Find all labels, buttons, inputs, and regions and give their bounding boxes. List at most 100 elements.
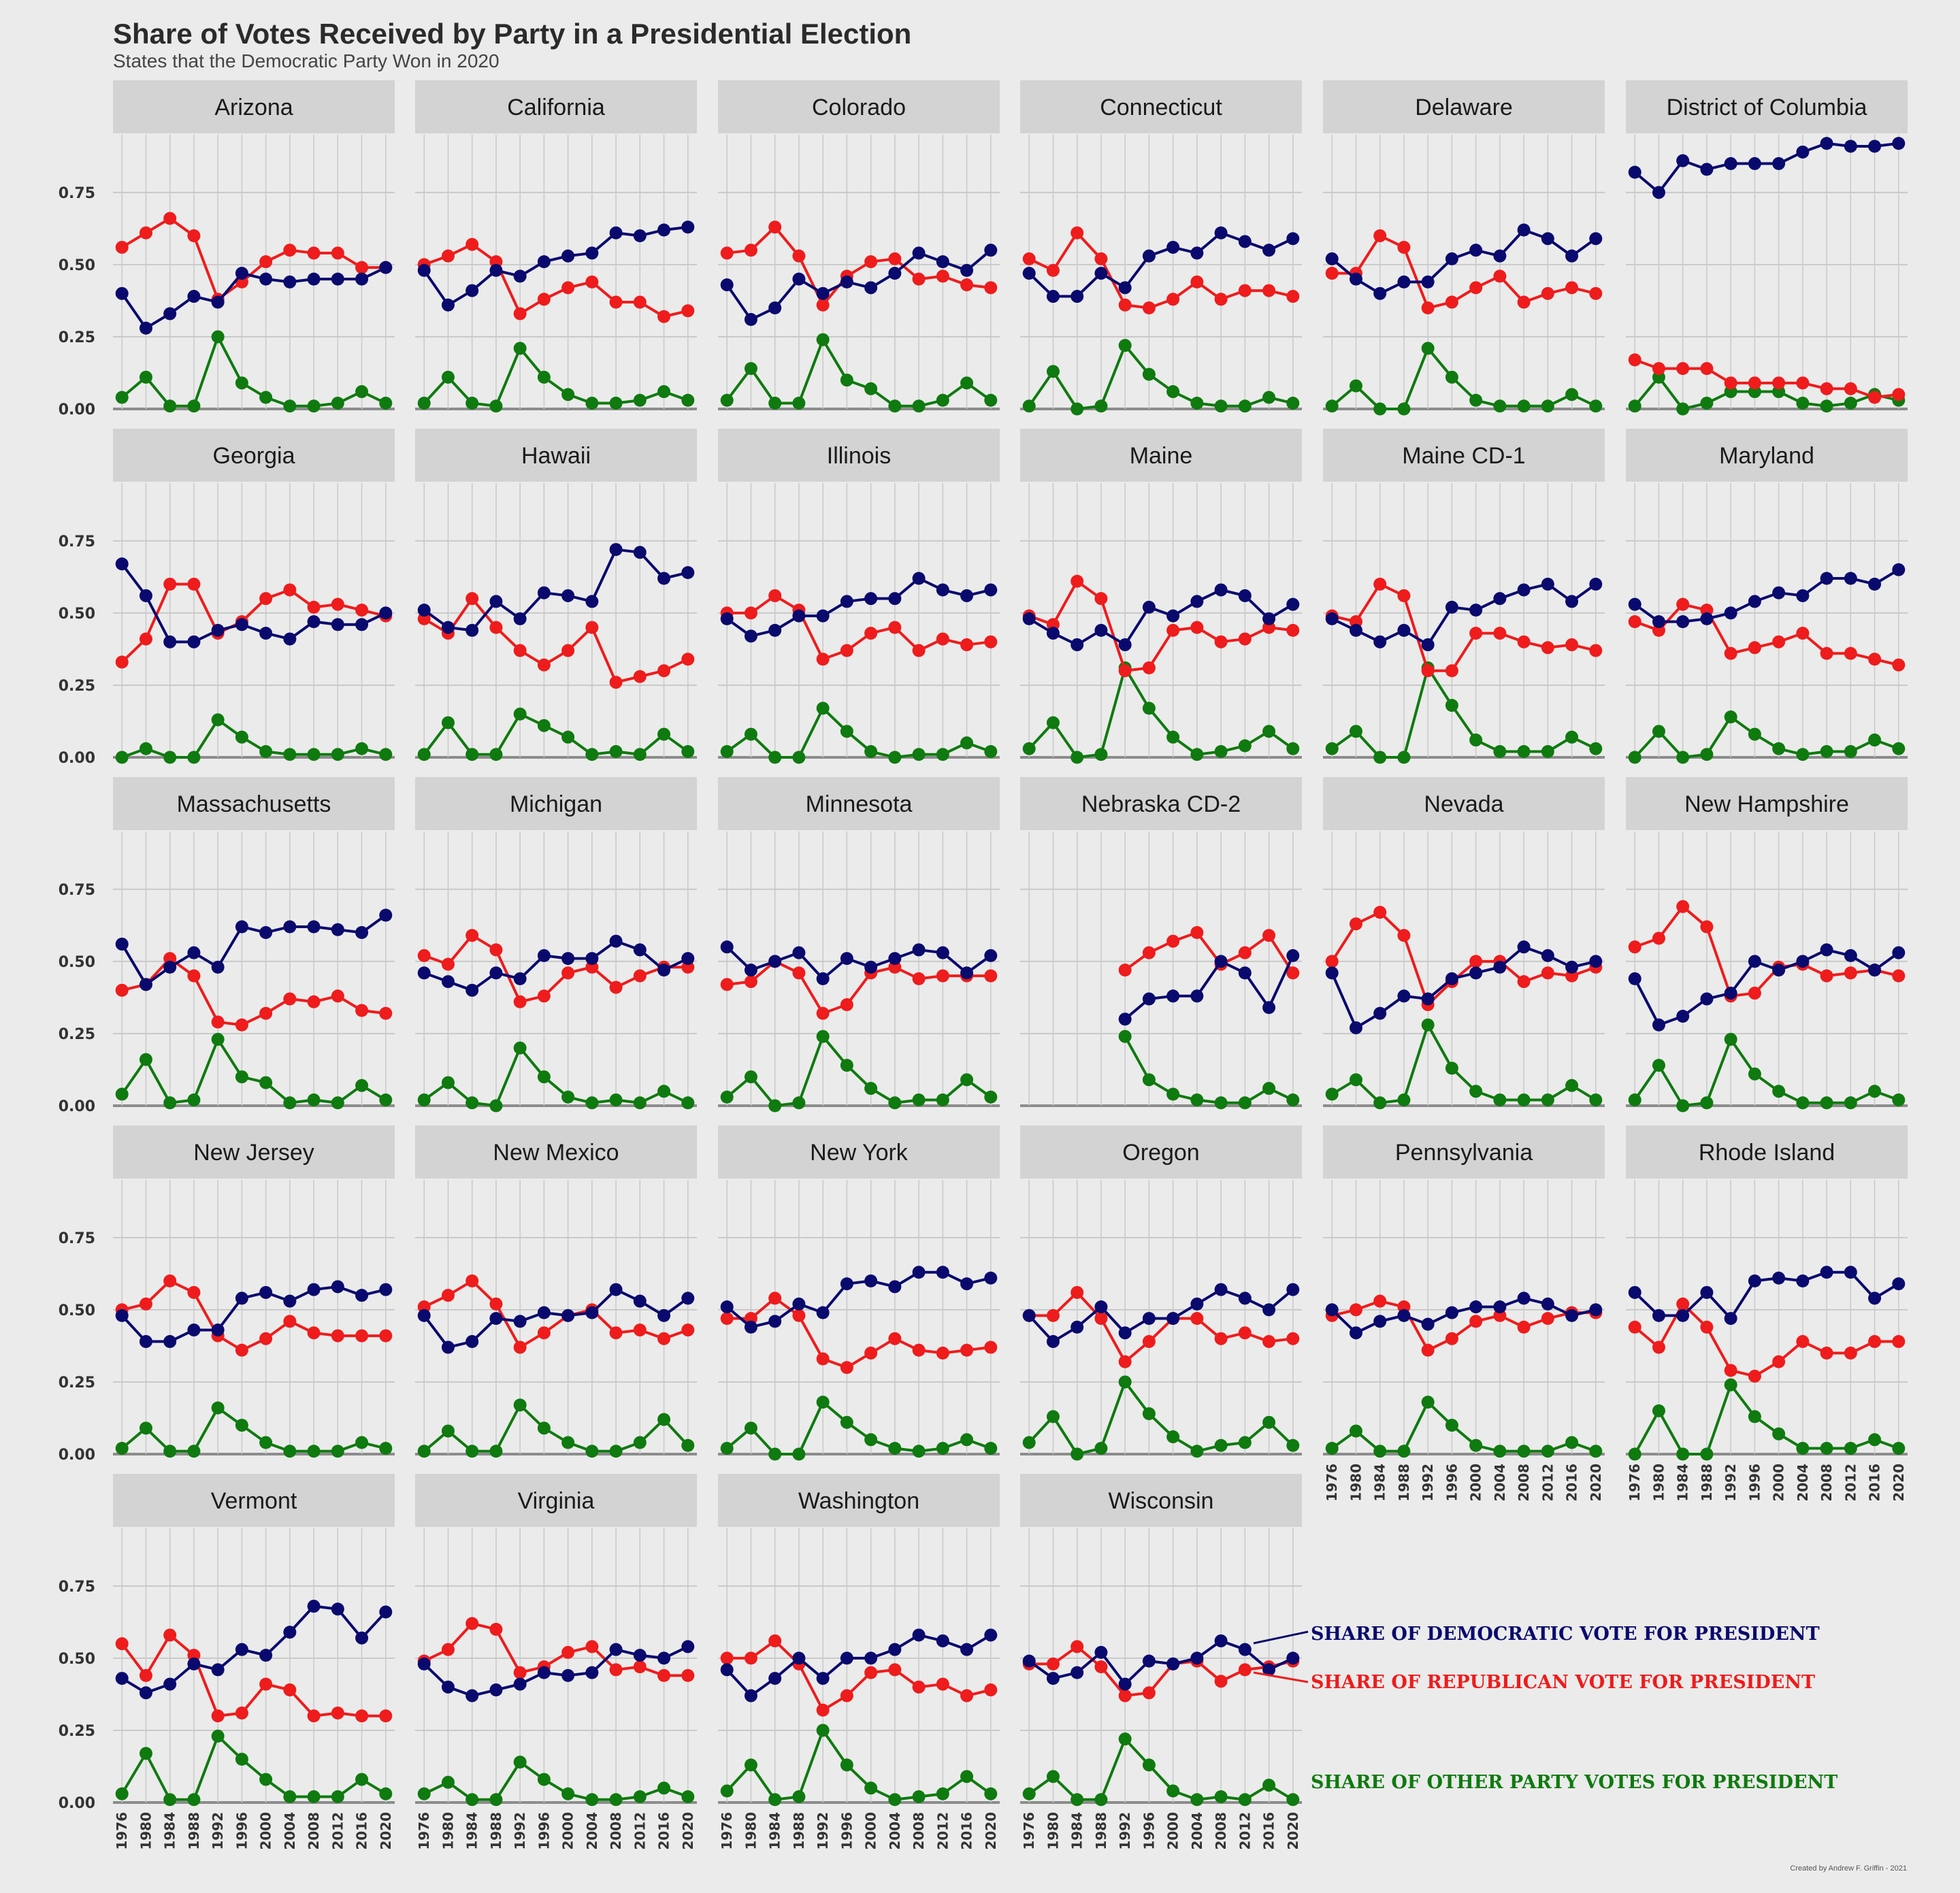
point-republican <box>283 1315 297 1328</box>
series-line-democratic <box>423 1288 689 1349</box>
point-democratic <box>331 618 344 631</box>
series-line-republican <box>423 243 689 318</box>
point-other <box>1373 402 1387 416</box>
point-republican <box>744 1651 757 1665</box>
point-other <box>331 1445 344 1458</box>
point-democratic <box>585 952 599 966</box>
point-other <box>1589 742 1603 755</box>
point-other <box>163 399 177 413</box>
point-democratic <box>561 1308 575 1322</box>
series-line-republican <box>1029 1645 1294 1698</box>
point-republican <box>1166 623 1180 637</box>
point-republican <box>744 244 757 257</box>
point-other <box>840 1059 853 1072</box>
x-tick-label: 1992 <box>210 1812 226 1850</box>
panel-washington: Washington 1976 1980 1984 1988 1992 1996 2000 20… <box>718 1474 1000 1850</box>
point-democratic <box>1772 586 1786 599</box>
point-republican <box>1373 906 1387 919</box>
point-democratic <box>1868 577 1882 591</box>
x-tick-label: 1980 <box>137 1812 154 1850</box>
point-democratic <box>585 1306 599 1319</box>
y-tick-label: 0.50 <box>59 257 95 274</box>
series-line-other <box>423 1403 689 1453</box>
point-democratic <box>936 946 949 959</box>
x-tick-label: 2008 <box>1213 1812 1229 1850</box>
x-tick-label: 1984 <box>464 1812 480 1850</box>
point-other <box>585 1096 599 1110</box>
panel-maine: Maine <box>1020 429 1302 764</box>
series-line-other <box>725 1400 992 1455</box>
x-tick-label: 1988 <box>1396 1464 1412 1502</box>
x-tick-label: 1988 <box>791 1812 807 1850</box>
y-tick-label: 0.25 <box>59 1375 95 1392</box>
point-other <box>139 742 152 755</box>
strip <box>718 1474 1000 1527</box>
point-democratic <box>1094 267 1108 280</box>
point-democratic <box>1892 563 1906 576</box>
point-other <box>115 1787 129 1800</box>
point-democratic <box>259 272 273 286</box>
point-democratic <box>489 1683 503 1697</box>
panel-delaware: Delaware <box>1323 80 1605 416</box>
point-other <box>840 1758 853 1772</box>
point-democratic <box>1772 964 1786 977</box>
point-other <box>792 751 806 764</box>
point-republican <box>513 1666 527 1679</box>
point-republican <box>1118 1355 1132 1368</box>
point-other <box>1493 1445 1507 1458</box>
point-other <box>1349 1424 1362 1438</box>
point-democratic <box>720 278 734 292</box>
point-democratic <box>1493 960 1507 974</box>
series-line-democratic <box>1633 1270 1899 1320</box>
point-other <box>417 1093 431 1107</box>
strip-label: Georgia <box>213 443 295 469</box>
point-republican <box>1868 1335 1882 1349</box>
point-democratic <box>1469 244 1483 257</box>
point-other <box>1421 1018 1435 1032</box>
point-other <box>1517 745 1531 759</box>
point-republican <box>211 1709 225 1723</box>
x-tick-label: 2020 <box>378 1812 394 1850</box>
series-line-republican <box>727 594 992 661</box>
point-republican <box>792 966 806 980</box>
point-other <box>561 1090 575 1104</box>
point-other <box>1238 1793 1252 1807</box>
point-democratic <box>1325 966 1339 980</box>
point-republican <box>331 1706 344 1719</box>
point-democratic <box>417 604 431 617</box>
panel-maryland: Maryland <box>1626 429 1908 764</box>
point-democratic <box>633 1294 647 1308</box>
strip-label: Nevada <box>1424 791 1503 817</box>
point-republican <box>1820 1347 1833 1360</box>
x-tick-label: 1988 <box>1093 1812 1109 1850</box>
series-line-other <box>726 706 992 759</box>
point-republican <box>235 1706 248 1719</box>
point-republican <box>1094 592 1108 606</box>
point-republican <box>888 1332 902 1345</box>
point-democratic <box>1325 612 1339 625</box>
y-tick-label: 0.50 <box>59 606 95 623</box>
point-democratic <box>379 1283 393 1296</box>
point-democratic <box>984 583 998 597</box>
point-republican <box>960 638 974 652</box>
point-democratic <box>1118 638 1132 652</box>
point-democratic <box>1892 946 1906 959</box>
point-other <box>1700 1447 1714 1461</box>
point-other <box>331 397 344 410</box>
series-line-other <box>725 338 992 408</box>
point-republican <box>1844 382 1857 395</box>
point-democratic <box>1397 623 1411 637</box>
series-line-republican <box>726 959 991 1015</box>
point-other <box>283 1445 297 1458</box>
point-republican <box>681 653 695 666</box>
point-other <box>187 751 201 764</box>
series-line-republican <box>423 934 688 1004</box>
point-other <box>681 1096 695 1110</box>
point-other <box>1397 1445 1411 1458</box>
point-other <box>1142 367 1156 381</box>
point-republican <box>1286 290 1300 303</box>
point-democratic <box>1628 1285 1642 1299</box>
point-democratic <box>936 1266 949 1279</box>
point-other <box>1325 1442 1339 1455</box>
point-democratic <box>888 1280 902 1294</box>
